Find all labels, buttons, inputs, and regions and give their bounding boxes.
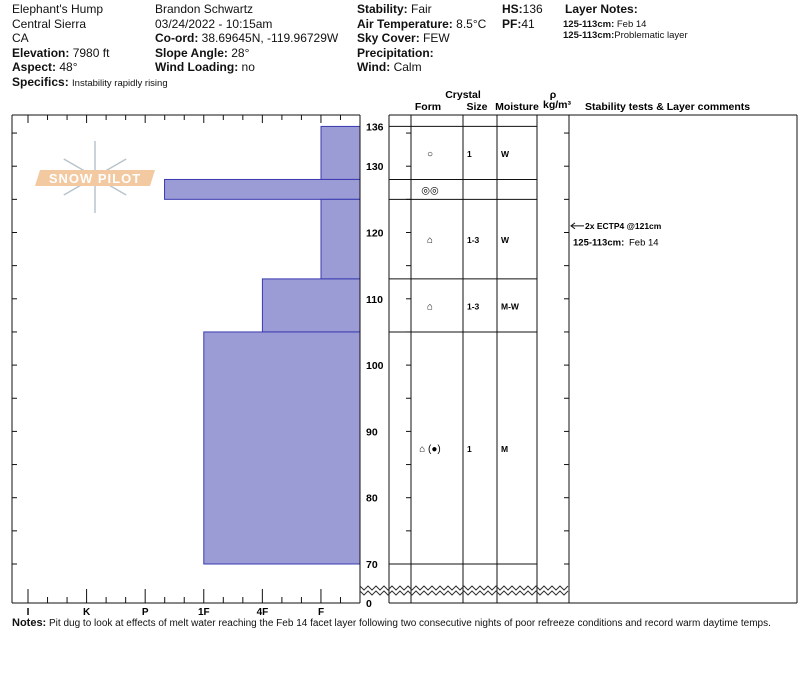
depth-label: 130 xyxy=(366,161,384,173)
logo-banner xyxy=(35,170,155,186)
hardness-bar xyxy=(320,125,361,180)
layer-note-range: 125-113cm: xyxy=(563,29,615,41)
notes: Notes: Pit dug to look at effects of mel… xyxy=(12,616,771,632)
grain-size: 1 xyxy=(467,149,472,159)
depth-break-zigzag xyxy=(359,590,569,596)
column-header: Stability tests & Layer comments xyxy=(585,101,750,113)
hardness-label: F xyxy=(318,607,324,618)
grain-form-symbol: ○ xyxy=(427,149,433,160)
state: CA xyxy=(12,31,29,46)
wind-label: Wind: xyxy=(357,60,391,75)
column-header: Moisture xyxy=(495,101,539,113)
snowpack-info: HS:136 PF:41 xyxy=(502,2,543,31)
conditions-info: Stability: Fair Air Temperature: 8.5°C S… xyxy=(357,2,486,75)
observer: Brandon Schwartz xyxy=(155,2,254,16)
column-header: Size xyxy=(466,101,487,113)
elevation-value: 7980 ft xyxy=(72,45,110,60)
moisture: W xyxy=(501,235,510,245)
hardness-bar xyxy=(320,198,361,280)
wind-loading-value: no xyxy=(241,60,255,75)
sky-value: FEW xyxy=(423,31,450,46)
region: Central Sierra xyxy=(12,16,87,31)
depth-label: 100 xyxy=(366,360,384,372)
depth-label: 90 xyxy=(366,426,378,438)
specifics: Specifics: Instability rapidly rising xyxy=(12,75,168,92)
precip-label: Precipitation: xyxy=(357,45,434,60)
column-header: kg/m³ xyxy=(543,99,572,111)
grain-size: 1-3 xyxy=(467,235,480,245)
depth-label: 110 xyxy=(366,294,383,306)
observer-info: Brandon Schwartz 03/24/2022 - 10:15am Co… xyxy=(155,2,338,75)
layer-note-range: 125-113cm: xyxy=(563,18,615,30)
grain-form-symbol: ⌂ xyxy=(427,301,433,312)
wind-value: Calm xyxy=(393,60,422,75)
depth-label: 80 xyxy=(366,493,378,505)
notes-label: Notes: xyxy=(12,617,47,629)
aspect: Aspect: 48° xyxy=(12,60,168,75)
depth-label: 120 xyxy=(366,228,384,240)
hs-value: 136 xyxy=(522,2,543,16)
stability-test: 2x ECTP4 @121cm xyxy=(585,221,662,231)
layer-note: 125-113cm:Problematic layer xyxy=(563,30,688,41)
layer-note-text: Problematic layer xyxy=(614,29,688,41)
hardness-label: P xyxy=(142,607,149,618)
hardness-bar xyxy=(261,278,361,333)
notes-text: Pit dug to look at effects of melt water… xyxy=(49,618,771,629)
elevation: Elevation: 7980 ft xyxy=(12,46,168,61)
grain-size: 1-3 xyxy=(467,301,480,311)
depth-label: 0 xyxy=(366,598,372,610)
moisture: W xyxy=(501,149,510,159)
layer-comment-text: Feb 14 xyxy=(629,237,659,248)
depth-label: 70 xyxy=(366,559,378,571)
grain-size: 1 xyxy=(467,444,472,454)
wind-loading-label: Wind Loading: xyxy=(155,60,239,75)
air-temp-label: Air Temperature: xyxy=(357,16,453,31)
coord-value: 38.69645N, -119.96729W xyxy=(201,31,339,46)
elevation-label: Elevation: xyxy=(12,45,70,60)
hardness-label: K xyxy=(83,607,91,618)
site-info: Elephant's Hump Central Sierra CA Elevat… xyxy=(12,2,168,92)
coord-label: Co-ord: xyxy=(155,31,199,46)
specifics-value: Instability rapidly rising xyxy=(72,77,168,89)
location: Elephant's Hump xyxy=(12,2,104,16)
pf-value: 41 xyxy=(521,16,535,31)
logo-text: SNOW PILOT xyxy=(49,171,141,186)
stability-value: Fair xyxy=(411,2,432,16)
slope-value: 28° xyxy=(231,45,250,60)
column-header: Form xyxy=(415,101,441,113)
hardness-bar xyxy=(203,331,361,565)
hardness-label: I xyxy=(27,607,30,618)
layer-note-text: Feb 14 xyxy=(616,18,647,30)
layer-note: 125-113cm: Feb 14 xyxy=(563,19,688,30)
column-header: ρ xyxy=(550,89,557,101)
specifics-label: Specifics: xyxy=(12,74,69,89)
hardness-label: 4F xyxy=(257,607,269,618)
layer-comment-range: 125-113cm: xyxy=(573,237,624,248)
hs-label: HS: xyxy=(502,2,523,16)
moisture: M-W xyxy=(501,301,520,311)
stability-label: Stability: xyxy=(357,2,408,16)
aspect-label: Aspect: xyxy=(12,60,57,75)
grain-form-symbol: ◎◎ xyxy=(421,185,439,196)
grain-form-symbol: ⌂ (●) xyxy=(419,444,441,455)
slope-label: Slope Angle: xyxy=(155,45,228,60)
depth-label: 136 xyxy=(366,121,384,133)
aspect-value: 48° xyxy=(59,60,78,75)
grain-form-symbol: ⌂ xyxy=(427,235,433,246)
moisture: M xyxy=(501,444,508,454)
column-header: Crystal xyxy=(445,89,481,101)
depth-break-zigzag xyxy=(359,585,569,591)
layer-notes: Layer Notes: 125-113cm: Feb 14 125-113cm… xyxy=(563,2,688,41)
air-temp-value: 8.5°C xyxy=(456,16,487,31)
sky-label: Sky Cover: xyxy=(357,31,420,46)
pf-label: PF: xyxy=(502,16,522,31)
test-arrow-head xyxy=(570,222,576,230)
hardness-bar xyxy=(164,178,361,200)
datetime: 03/24/2022 - 10:15am xyxy=(155,16,273,31)
hardness-label: 1F xyxy=(198,607,210,618)
layer-notes-label: Layer Notes: xyxy=(565,2,638,16)
